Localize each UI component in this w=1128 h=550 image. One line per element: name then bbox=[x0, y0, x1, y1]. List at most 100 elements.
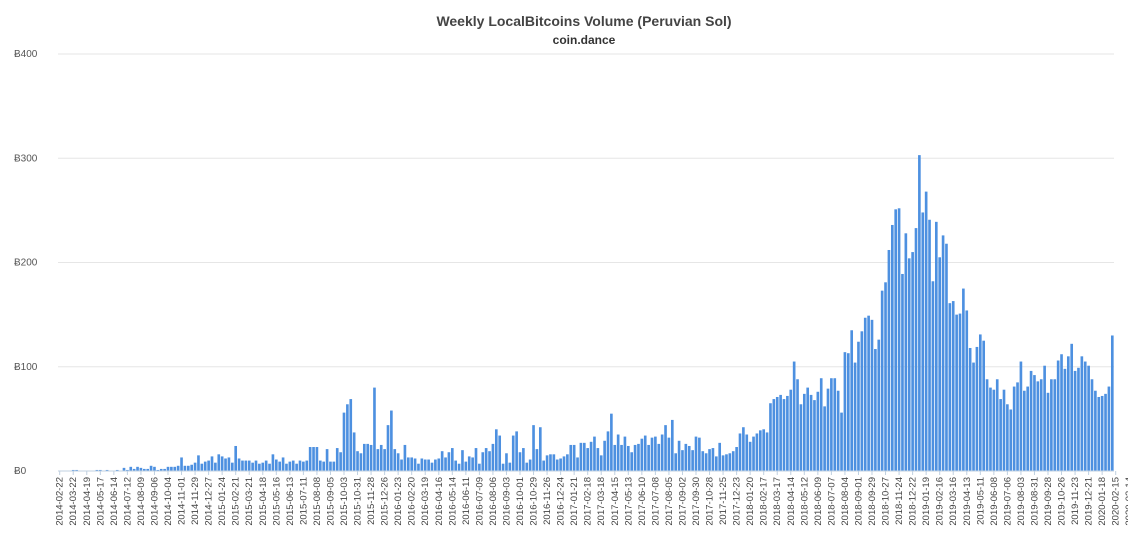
bar[interactable] bbox=[498, 435, 502, 471]
bar[interactable] bbox=[826, 388, 830, 471]
bar[interactable] bbox=[606, 431, 610, 471]
bar[interactable] bbox=[972, 362, 975, 471]
bar[interactable] bbox=[643, 435, 647, 471]
bar[interactable] bbox=[515, 431, 518, 471]
bar[interactable] bbox=[274, 459, 278, 471]
bar[interactable] bbox=[613, 444, 617, 471]
bar[interactable] bbox=[596, 448, 600, 471]
bar[interactable] bbox=[681, 450, 684, 471]
bar[interactable] bbox=[819, 378, 823, 471]
bar[interactable] bbox=[508, 462, 512, 471]
bar[interactable] bbox=[589, 441, 593, 471]
bar[interactable] bbox=[122, 467, 126, 471]
bar[interactable] bbox=[569, 444, 573, 471]
bar[interactable] bbox=[833, 378, 837, 471]
bar[interactable] bbox=[1094, 390, 1097, 471]
bar[interactable] bbox=[478, 463, 481, 471]
bar[interactable] bbox=[860, 331, 864, 471]
bar[interactable] bbox=[535, 449, 539, 471]
bar[interactable] bbox=[308, 447, 312, 471]
bar[interactable] bbox=[488, 451, 491, 471]
bar[interactable] bbox=[217, 454, 221, 471]
bar[interactable] bbox=[1056, 360, 1060, 472]
bar[interactable] bbox=[440, 451, 444, 471]
bar[interactable] bbox=[132, 468, 136, 471]
bar[interactable] bbox=[962, 288, 965, 471]
bar[interactable] bbox=[1016, 382, 1019, 471]
bar[interactable] bbox=[176, 465, 180, 471]
bar[interactable] bbox=[291, 460, 295, 471]
bar[interactable] bbox=[149, 465, 153, 471]
bar[interactable] bbox=[115, 469, 119, 471]
bar[interactable] bbox=[156, 469, 160, 471]
bar[interactable] bbox=[863, 317, 867, 471]
bar[interactable] bbox=[525, 462, 529, 471]
bar[interactable] bbox=[1053, 379, 1057, 471]
bar[interactable] bbox=[1039, 379, 1043, 471]
bar[interactable] bbox=[522, 448, 525, 471]
bar[interactable] bbox=[197, 455, 200, 471]
bar[interactable] bbox=[1009, 409, 1013, 471]
bar[interactable] bbox=[914, 228, 918, 471]
bar[interactable] bbox=[447, 452, 451, 471]
bar[interactable] bbox=[105, 469, 109, 471]
bar[interactable] bbox=[329, 461, 332, 471]
bar[interactable] bbox=[599, 455, 603, 471]
bar[interactable] bbox=[376, 449, 380, 471]
bar[interactable] bbox=[884, 282, 887, 471]
bar[interactable] bbox=[796, 379, 799, 471]
bar[interactable] bbox=[234, 445, 238, 471]
bar[interactable] bbox=[332, 461, 336, 471]
bar[interactable] bbox=[698, 437, 701, 471]
bar[interactable] bbox=[126, 469, 129, 471]
bar[interactable] bbox=[511, 435, 515, 471]
bar[interactable] bbox=[393, 449, 397, 471]
bar[interactable] bbox=[704, 453, 708, 471]
bar[interactable] bbox=[285, 463, 288, 471]
bar[interactable] bbox=[1077, 367, 1080, 471]
bar[interactable] bbox=[748, 441, 752, 471]
bar[interactable] bbox=[1063, 368, 1067, 471]
bar[interactable] bbox=[298, 460, 302, 471]
bar[interactable] bbox=[911, 252, 914, 471]
bar[interactable] bbox=[928, 219, 931, 471]
bar[interactable] bbox=[887, 249, 891, 471]
bar[interactable] bbox=[775, 396, 779, 471]
bar[interactable] bbox=[782, 399, 786, 471]
bar[interactable] bbox=[281, 457, 285, 471]
bar[interactable] bbox=[183, 465, 187, 471]
bar[interactable] bbox=[346, 404, 349, 471]
bar[interactable] bbox=[941, 235, 945, 471]
bar[interactable] bbox=[846, 353, 850, 471]
bar[interactable] bbox=[288, 461, 292, 471]
bar[interactable] bbox=[1066, 356, 1070, 471]
bar[interactable] bbox=[843, 352, 847, 471]
bar[interactable] bbox=[210, 456, 214, 471]
bar[interactable] bbox=[1006, 404, 1009, 471]
bar[interactable] bbox=[1060, 354, 1063, 471]
bar[interactable] bbox=[339, 452, 342, 471]
bar[interactable] bbox=[142, 468, 146, 471]
bar[interactable] bbox=[691, 450, 694, 471]
bar[interactable] bbox=[945, 243, 948, 471]
bar[interactable] bbox=[670, 419, 674, 471]
bar[interactable] bbox=[938, 257, 942, 471]
bar[interactable] bbox=[792, 361, 796, 471]
bar[interactable] bbox=[241, 460, 244, 471]
bar[interactable] bbox=[555, 459, 559, 471]
bar[interactable] bbox=[379, 444, 383, 471]
bar[interactable] bbox=[802, 393, 806, 471]
bar[interactable] bbox=[813, 400, 816, 471]
bar[interactable] bbox=[173, 466, 177, 471]
bar[interactable] bbox=[491, 443, 495, 471]
bar[interactable] bbox=[728, 453, 732, 471]
bar[interactable] bbox=[1046, 392, 1050, 471]
bar[interactable] bbox=[423, 459, 427, 471]
bar[interactable] bbox=[951, 301, 955, 471]
bar[interactable] bbox=[985, 379, 989, 471]
bar[interactable] bbox=[454, 460, 458, 471]
bar[interactable] bbox=[816, 391, 820, 471]
bar[interactable] bbox=[413, 458, 417, 471]
bar[interactable] bbox=[924, 191, 928, 472]
bar[interactable] bbox=[75, 469, 78, 471]
